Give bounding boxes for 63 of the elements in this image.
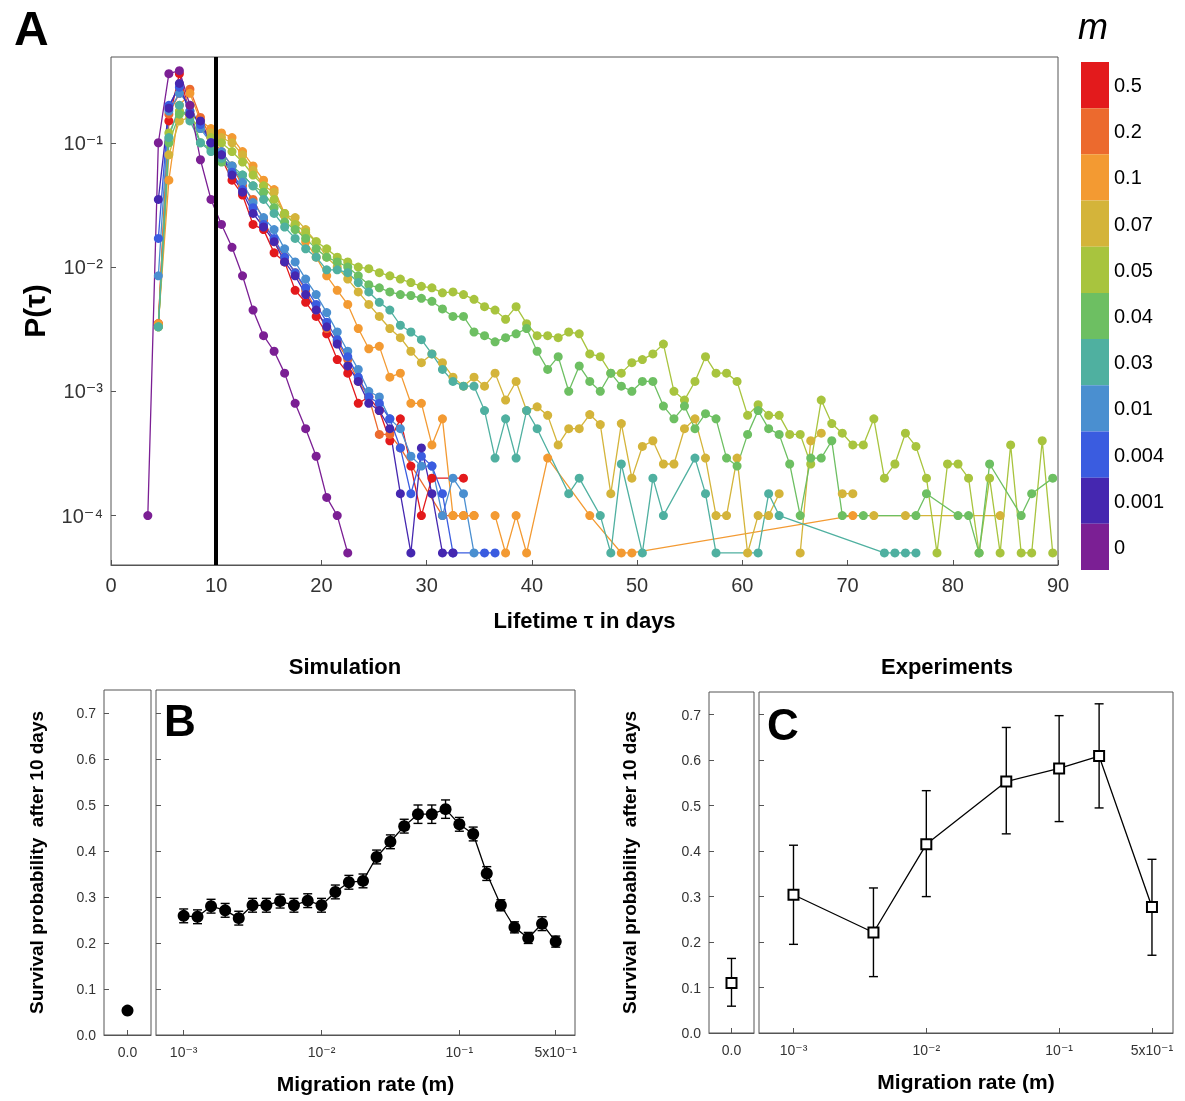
- x-tick-label: 40: [520, 574, 544, 596]
- y-tick-label: 0.3: [76, 889, 97, 905]
- chart-title: Simulation: [288, 653, 402, 679]
- y-tick-label: 0.2: [681, 934, 702, 951]
- legend-label: 0.2: [1114, 120, 1142, 143]
- x-tick-label: 5x10⁻¹: [1130, 1042, 1174, 1058]
- y-tick-label: 0.6: [681, 752, 702, 769]
- legend-label: 0.5: [1114, 74, 1142, 97]
- legend-label: 0.1: [1114, 166, 1142, 189]
- y-tick-label: 0.3: [681, 888, 702, 905]
- x-tick-label: 90: [1046, 574, 1070, 596]
- y-tick-label: 0.7: [76, 705, 97, 721]
- y-tick-label: 0.7: [681, 706, 702, 723]
- y-axis-title: Survival probability after 10 days: [26, 710, 47, 1015]
- x-axis-title: Migration rate (m): [877, 1070, 1055, 1093]
- x-tick-label: 80: [941, 574, 964, 596]
- x-tick-label: 10⁻²: [307, 1044, 336, 1060]
- annotation: C: [767, 699, 799, 749]
- x-tick-label: 10⁻²: [912, 1042, 941, 1058]
- x-axis-title: Migration rate (m): [276, 1072, 455, 1095]
- x-tick-label: 0: [105, 574, 117, 596]
- y-tick-label: 0.5: [681, 797, 702, 814]
- chart-title: Experiments: [880, 653, 1014, 679]
- x-tick-label: 10⁻¹: [445, 1044, 474, 1060]
- x-tick-label: 70: [836, 574, 859, 596]
- y-tick-label: 0.1: [681, 979, 702, 996]
- text: A: [14, 1, 49, 55]
- y-tick-label: 10⁻¹: [63, 131, 104, 154]
- y-tick-label: 0.4: [681, 843, 702, 860]
- x-tick-label: 50: [625, 574, 649, 596]
- x-tick-label: 20: [310, 574, 333, 596]
- y-axis-title: P(τ): [17, 284, 51, 338]
- legend-label: 0.03: [1114, 351, 1153, 374]
- legend-label: 0.07: [1114, 212, 1153, 235]
- annotation: B: [164, 695, 196, 745]
- y-tick-label: 0.0: [76, 1027, 97, 1043]
- legend-label: 0.001: [1114, 489, 1165, 512]
- x-tick-label: 5x10⁻¹: [534, 1044, 578, 1060]
- y-tick-label: 10⁻³: [63, 380, 104, 403]
- x-tick-label: 10⁻³: [779, 1042, 808, 1058]
- y-tick-label: 0.2: [76, 935, 97, 951]
- legend-label: 0.004: [1114, 443, 1165, 466]
- legend-title: m: [1078, 5, 1108, 47]
- x-tick-label: 10: [205, 574, 228, 596]
- y-tick-label: 0.6: [76, 751, 97, 767]
- x-tick-label: 0.0: [721, 1042, 742, 1058]
- x-axis-title: Lifetime τ in days: [493, 607, 676, 633]
- y-tick-label: 0.1: [76, 981, 97, 997]
- x-tick-label: 0.0: [117, 1044, 138, 1060]
- y-tick-label: 0.5: [76, 797, 97, 813]
- x-tick-label: 10⁻¹: [1045, 1042, 1074, 1058]
- y-tick-label: 10⁻⁴: [61, 504, 103, 527]
- legend-label: 0: [1114, 535, 1126, 558]
- legend-label: 0.05: [1114, 258, 1153, 281]
- x-tick-label: 60: [731, 574, 754, 596]
- x-tick-label: 30: [415, 574, 438, 596]
- legend-label: 0.04: [1114, 305, 1153, 327]
- y-axis-title: Survival probability after 10 days: [619, 710, 640, 1015]
- legend-label: 0.01: [1114, 397, 1153, 420]
- y-tick-label: 10⁻²: [63, 256, 104, 279]
- y-tick-label: 0.4: [76, 843, 97, 859]
- x-tick-label: 10⁻³: [169, 1044, 198, 1060]
- y-tick-label: 0.0: [681, 1025, 702, 1041]
